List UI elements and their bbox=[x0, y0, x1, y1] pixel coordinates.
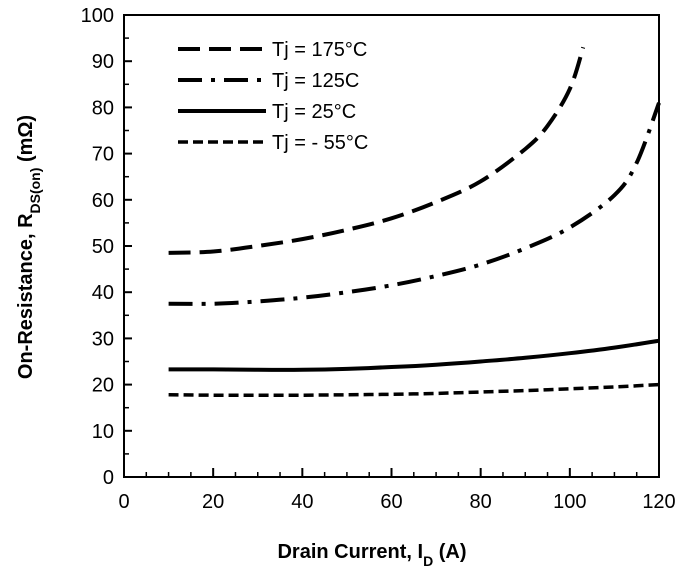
y-axis-title-main: On-Resistance, R bbox=[15, 213, 37, 379]
x-tick-label: 20 bbox=[202, 491, 224, 513]
y-axis-title: On-Resistance, RDS(on) (mΩ) bbox=[15, 115, 43, 379]
series-line-4 bbox=[168, 382, 660, 397]
x-tick-label: 60 bbox=[380, 491, 402, 513]
y-tick-label: 40 bbox=[92, 282, 114, 304]
y-tick-label: 60 bbox=[92, 190, 114, 212]
legend-label: Tj = 125C bbox=[272, 70, 359, 92]
y-tick-label: 100 bbox=[81, 5, 114, 27]
y-tick-label: 80 bbox=[92, 97, 114, 119]
series-line-2 bbox=[168, 102, 661, 306]
y-tick-label: 0 bbox=[103, 467, 114, 489]
x-tick-label: 0 bbox=[118, 491, 129, 513]
series-line-3 bbox=[168, 338, 660, 372]
y-tick-label: 90 bbox=[92, 51, 114, 73]
y-tick-label: 20 bbox=[92, 375, 114, 397]
legend: Tj = 175°C Tj = 125C Tj = 25°C Tj = - 55°C bbox=[178, 39, 368, 154]
plot-area bbox=[123, 14, 660, 478]
x-axis-title-main: Drain Current, I bbox=[277, 541, 423, 563]
legend-label: Tj = - 55°C bbox=[272, 132, 368, 154]
y-axis-title-subscript: DS(on) bbox=[27, 168, 43, 214]
series-line-1 bbox=[168, 46, 586, 255]
x-axis-title: Drain Current, ID (A) bbox=[277, 541, 466, 569]
x-tick-label: 40 bbox=[291, 491, 313, 513]
x-axis-title-subscript: D bbox=[423, 553, 433, 569]
x-tick-label: 120 bbox=[642, 491, 675, 513]
x-tick-label: 80 bbox=[470, 491, 492, 513]
legend-label: Tj = 25°C bbox=[272, 101, 356, 123]
plot-border bbox=[123, 14, 660, 478]
legend-label: Tj = 175°C bbox=[272, 39, 367, 61]
y-tick-label: 10 bbox=[92, 421, 114, 443]
axis-ticks: 0 10 20 30 40 50 60 70 80 90 100 0 20 40 60 80 100 120 bbox=[81, 5, 676, 513]
y-tick-label: 50 bbox=[92, 236, 114, 258]
y-tick-label: 30 bbox=[92, 328, 114, 350]
x-tick-label: 100 bbox=[553, 491, 586, 513]
y-axis-title-unit: (mΩ) bbox=[15, 115, 37, 168]
x-axis-title-unit: (A) bbox=[433, 541, 466, 563]
y-tick-label: 70 bbox=[92, 144, 114, 166]
series-layer bbox=[168, 46, 661, 397]
